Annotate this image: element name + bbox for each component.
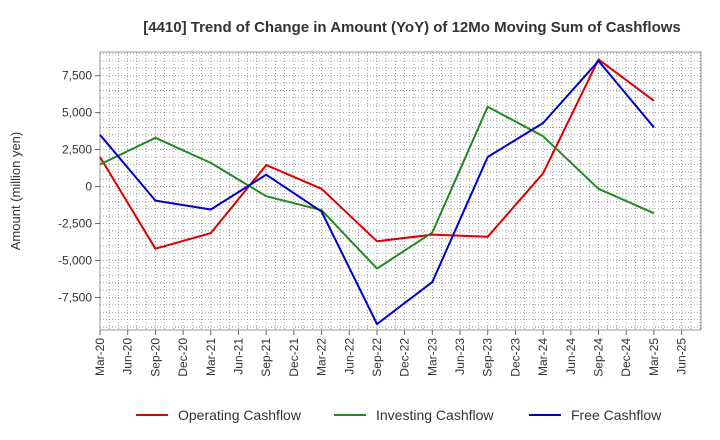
y-tick-label: 5,000 bbox=[62, 106, 92, 120]
y-axis-ticks: 7,500 5,000 2,500 0 -2,500 -5,000 -7,500 bbox=[58, 69, 100, 304]
x-tick-label: Dec-24 bbox=[619, 338, 633, 377]
x-tick-label: Jun-22 bbox=[342, 338, 356, 375]
x-tick-label: Jun-24 bbox=[564, 338, 578, 375]
plot-area bbox=[99, 51, 702, 331]
series-line-investing-cashflow bbox=[99, 105, 655, 270]
x-tick-label: Sep-22 bbox=[370, 338, 384, 377]
x-tick-label: Sep-23 bbox=[481, 338, 495, 377]
legend-label-free-cashflow: Free Cashflow bbox=[571, 407, 662, 423]
x-tick-label: Dec-20 bbox=[176, 338, 190, 377]
x-axis-ticks: Mar-20 Jun-20 Sep-20 Dec-20 Mar-21 Jun-21 Sep-… bbox=[93, 330, 689, 377]
x-tick-label: Sep-21 bbox=[259, 338, 273, 377]
series-line-operating-cashflow bbox=[99, 58, 655, 250]
x-tick-label: Mar-23 bbox=[425, 338, 439, 376]
legend-label-investing-cashflow: Investing Cashflow bbox=[376, 407, 494, 423]
series-line-free-cashflow bbox=[99, 59, 655, 326]
x-tick-label: Dec-23 bbox=[508, 338, 522, 377]
y-tick-label: -5,000 bbox=[58, 254, 92, 268]
y-tick-label: 2,500 bbox=[62, 143, 92, 157]
series-lines bbox=[99, 58, 655, 326]
y-tick-label: -2,500 bbox=[58, 217, 92, 231]
x-tick-label: Sep-24 bbox=[592, 338, 606, 377]
chart-title: [4410] Trend of Change in Amount (YoY) o… bbox=[143, 19, 681, 36]
y-tick-label: -7,500 bbox=[58, 290, 92, 304]
x-tick-label: Mar-25 bbox=[647, 338, 661, 376]
legend: Operating Cashflow Investing Cashflow Free… bbox=[136, 407, 662, 423]
legend-label-operating-cashflow: Operating Cashflow bbox=[178, 407, 302, 423]
x-tick-label: Mar-24 bbox=[536, 338, 550, 376]
x-tick-label: Jun-23 bbox=[453, 338, 467, 375]
x-tick-label: Dec-21 bbox=[287, 338, 301, 377]
y-tick-label: 0 bbox=[85, 180, 92, 194]
x-tick-label: Mar-21 bbox=[204, 338, 218, 376]
x-tick-label: Dec-22 bbox=[398, 338, 412, 377]
x-tick-label: Sep-20 bbox=[148, 338, 162, 377]
x-tick-label: Mar-22 bbox=[315, 338, 329, 376]
x-tick-label: Jun-25 bbox=[675, 338, 689, 375]
x-tick-label: Jun-21 bbox=[231, 338, 245, 375]
x-tick-label: Jun-20 bbox=[121, 338, 135, 375]
y-axis-label: Amount (million yen) bbox=[8, 132, 23, 251]
x-tick-label: Mar-20 bbox=[93, 338, 107, 376]
y-tick-label: 7,500 bbox=[62, 69, 92, 83]
